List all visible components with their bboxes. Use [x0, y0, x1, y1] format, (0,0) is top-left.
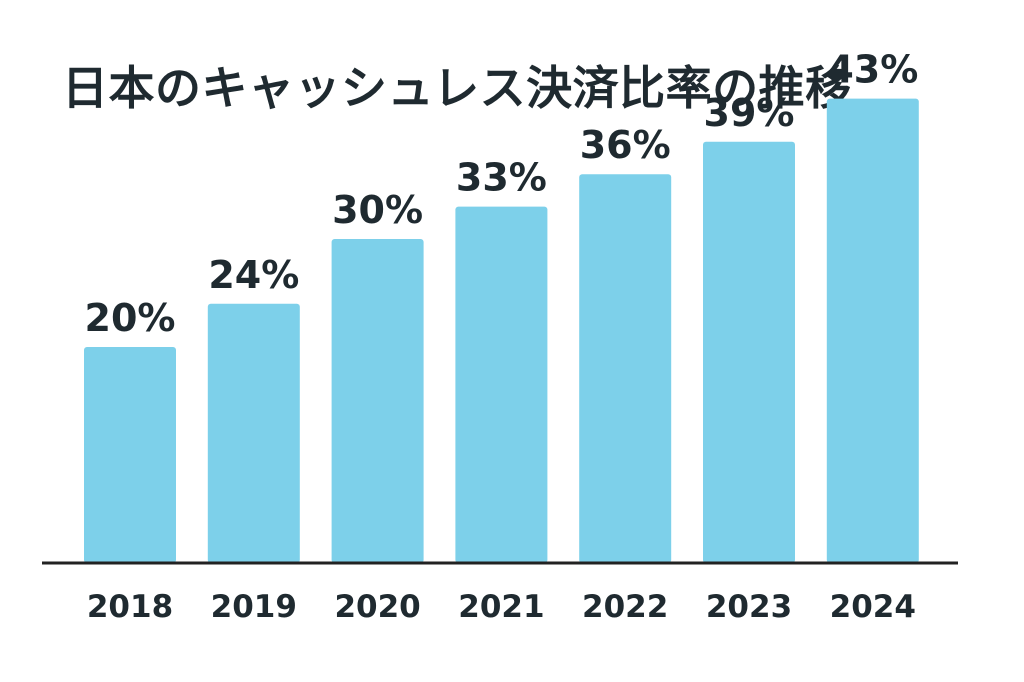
x-tick-label-2018: 2018 — [87, 589, 173, 625]
bar-2020 — [331, 239, 424, 563]
bar-2023 — [703, 141, 795, 564]
x-tick-labels-layer: 2018 2019 2020 2021 2022 2023 2024 — [87, 589, 916, 625]
x-tick-label-2021: 2021 — [458, 589, 544, 625]
value-label-2019: 24% — [208, 253, 299, 297]
bars-layer — [84, 98, 919, 564]
value-label-2024: 43% — [827, 48, 918, 92]
x-tick-label-2022: 2022 — [582, 589, 668, 625]
x-tick-label-2023: 2023 — [706, 589, 792, 625]
x-tick-label-2020: 2020 — [334, 589, 420, 625]
x-tick-label-2019: 2019 — [211, 589, 297, 625]
value-label-2023: 39% — [704, 91, 795, 135]
value-label-2018: 20% — [85, 296, 176, 340]
bar-2018 — [84, 347, 176, 563]
value-label-2022: 36% — [580, 123, 671, 167]
value-label-2021: 33% — [456, 156, 547, 200]
bar-2019 — [207, 303, 300, 563]
value-labels-layer: 20% 24% 30% 33% 36% 39% 43% — [85, 48, 919, 340]
value-label-2020: 30% — [332, 188, 423, 232]
bar-2024 — [826, 98, 919, 563]
bar-2021 — [455, 206, 548, 563]
x-tick-label-2024: 2024 — [830, 589, 916, 625]
chart-title: 日本のキャッシュレス決済比率の推移 — [62, 61, 852, 115]
bar-2022 — [579, 174, 672, 563]
